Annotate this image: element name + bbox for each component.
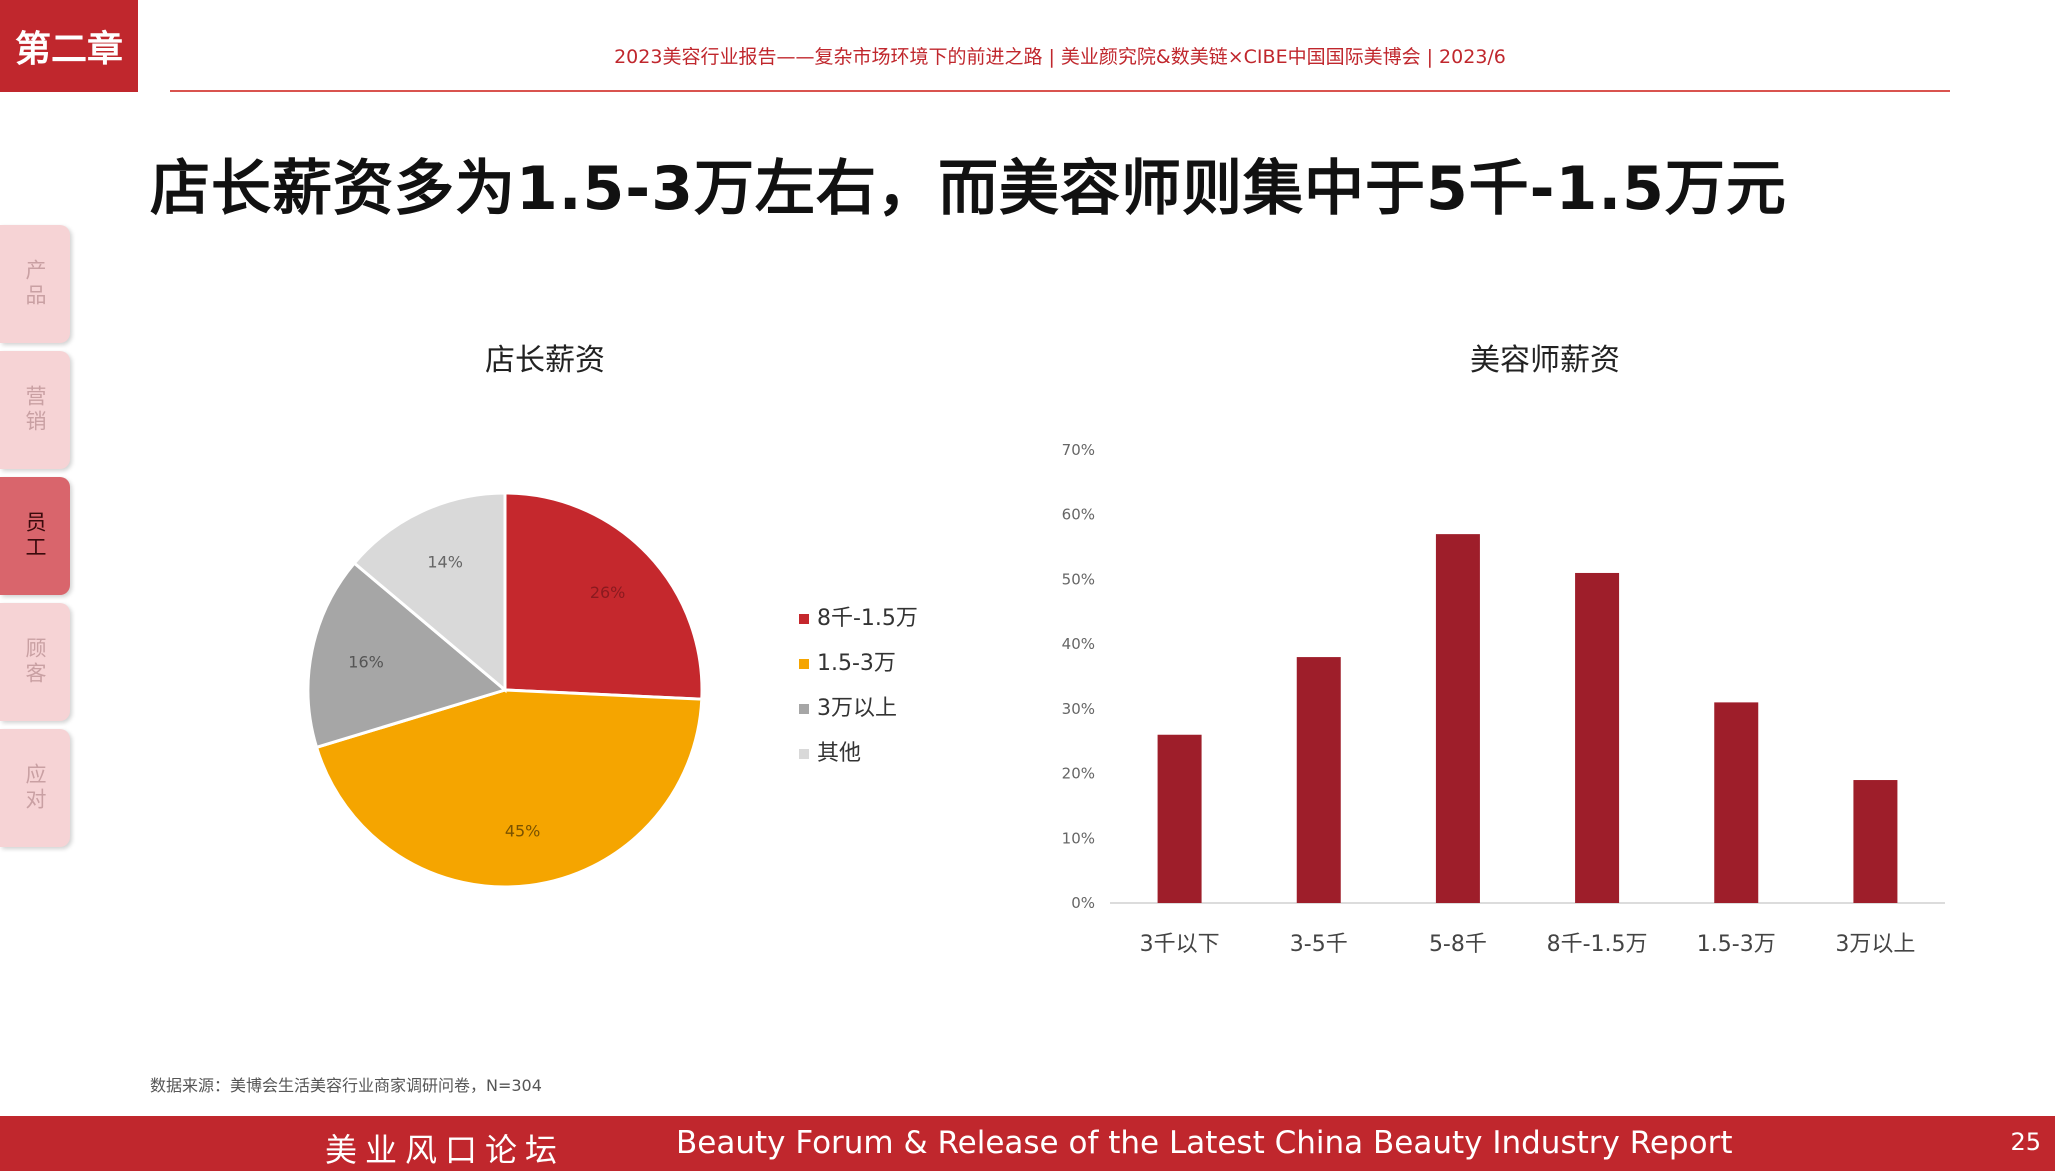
footer-forum-name-en: Beauty Forum & Release of the Latest Chi… [676, 1125, 1733, 1161]
chapter-badge: 第二章 [0, 0, 138, 92]
x-tick-label-0: 3千以下 [1140, 932, 1220, 957]
legend-swatch-0 [799, 614, 809, 624]
legend-label-0: 8千-1.5万 [817, 606, 918, 631]
y-tick-label-6: 60% [1062, 506, 1095, 524]
bar-3 [1575, 572, 1620, 903]
side-tab-response[interactable]: 应对 [0, 729, 70, 847]
legend-swatch-1 [799, 659, 809, 669]
legend-swatch-2 [799, 704, 809, 714]
data-source-note: 数据来源：美博会生活美容行业商家调研问卷，N=304 [150, 1076, 542, 1095]
x-tick-label-3: 8千-1.5万 [1547, 932, 1648, 957]
bar-chart: 0% 10% 20% 30% 40% 50% 60% 70% 3千以下 3-5千 5-8千 8千-1.… [1062, 441, 1945, 957]
pie-slice-2 [306, 560, 509, 750]
side-tab-marketing[interactable]: 营销 [0, 351, 70, 469]
slide-title: 店长薪资多为1.5-3万左右，而美容师则集中于5千-1.5万元 [150, 154, 1787, 224]
pie-slice-0 [503, 491, 704, 701]
report-header: 2023美容行业报告——复杂市场环境下的前进之路 | 美业颜究院&数美链×CIB… [614, 46, 1506, 68]
y-tick-label-5: 50% [1062, 570, 1095, 588]
legend-swatch-3 [799, 749, 809, 759]
pie-slice-1 [314, 688, 704, 889]
y-tick-label-2: 20% [1062, 765, 1095, 783]
footer-forum-name: 美业风口论坛 [325, 1131, 566, 1169]
legend-label-1: 1.5-3万 [817, 651, 896, 676]
bar-2 [1435, 534, 1480, 903]
pie-data-label-2: 16% [348, 653, 384, 672]
y-tick-label-3: 30% [1062, 700, 1095, 718]
pie-slice-3 [352, 491, 507, 694]
legend-label-3: 其他 [817, 741, 861, 766]
y-tick-label-0: 0% [1071, 894, 1095, 912]
y-tick-label-1: 10% [1062, 829, 1095, 847]
x-tick-label-4: 1.5-3万 [1697, 932, 1776, 957]
side-tab-product[interactable]: 产品 [0, 225, 70, 343]
pie-data-label-3: 14% [427, 552, 463, 571]
y-tick-label-7: 70% [1062, 441, 1095, 459]
pie-data-label-1: 45% [505, 822, 541, 841]
pie-chart-title: 店长薪资 [485, 343, 605, 378]
page-number: 25 [2010, 1128, 2041, 1156]
side-tab-customer[interactable]: 顾客 [0, 603, 70, 721]
legend-label-2: 3万以上 [817, 696, 897, 721]
bar-4 [1714, 702, 1759, 903]
header-divider [170, 90, 1950, 92]
footer-bar: 美业风口论坛 Beauty Forum & Release of the Lat… [0, 1116, 2055, 1171]
bar-0 [1157, 734, 1202, 903]
x-tick-label-1: 3-5千 [1290, 932, 1348, 957]
bar-5 [1853, 780, 1898, 903]
pie-chart: 26% 45% 16% 14% [306, 491, 704, 889]
pie-data-label-0: 26% [590, 583, 626, 602]
side-tab-staff[interactable]: 员工 [0, 477, 70, 595]
y-tick-label-4: 40% [1062, 635, 1095, 653]
bar-1 [1296, 657, 1341, 903]
bar-chart-title: 美容师薪资 [1470, 343, 1620, 378]
x-tick-label-2: 5-8千 [1429, 932, 1487, 957]
x-tick-label-5: 3万以上 [1835, 932, 1915, 957]
